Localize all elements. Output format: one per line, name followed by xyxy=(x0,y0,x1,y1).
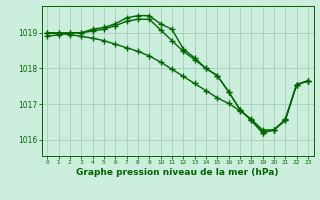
X-axis label: Graphe pression niveau de la mer (hPa): Graphe pression niveau de la mer (hPa) xyxy=(76,168,279,177)
